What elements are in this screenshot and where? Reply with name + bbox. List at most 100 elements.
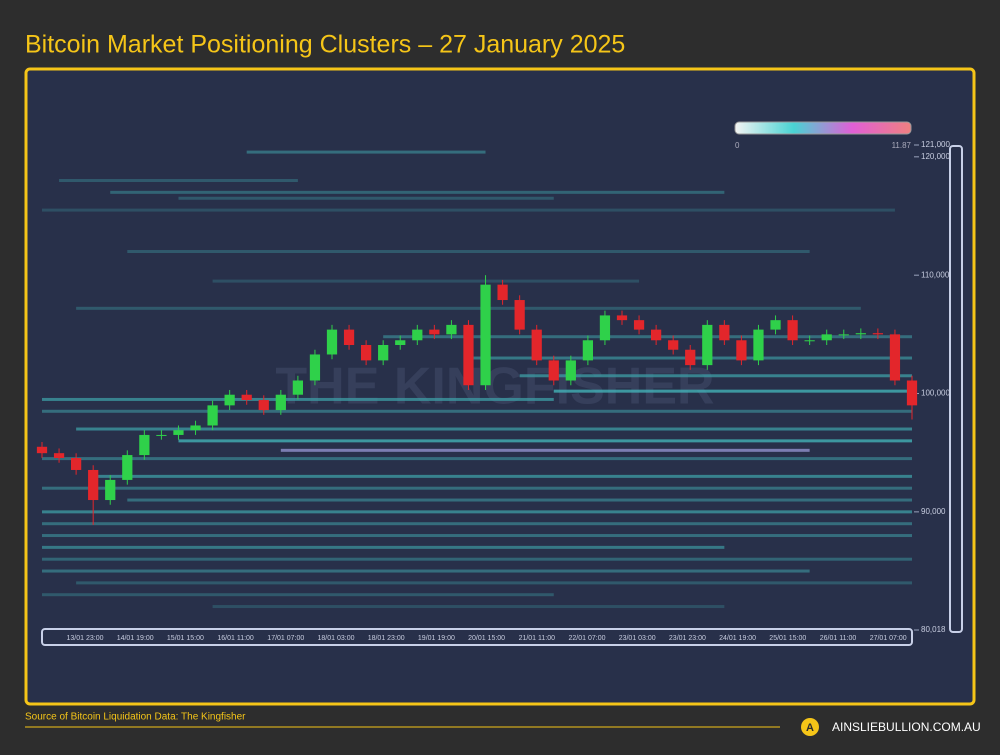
candle-body bbox=[633, 320, 645, 330]
candle-body bbox=[241, 394, 252, 401]
candle-body bbox=[719, 324, 730, 341]
candle-body bbox=[36, 446, 48, 454]
brand-logo bbox=[801, 718, 819, 736]
candle-body bbox=[651, 329, 662, 341]
brand: AINSLIEBULLION.COM.AU bbox=[832, 720, 981, 734]
candle-body bbox=[889, 334, 901, 381]
y-tick-label: 80,018 bbox=[921, 625, 946, 634]
brand-logo-letter: A bbox=[806, 722, 814, 734]
candle-body bbox=[582, 340, 593, 361]
candle-body bbox=[463, 324, 474, 386]
x-tick-label: 18/01 23:00 bbox=[368, 635, 405, 642]
cluster-band bbox=[127, 250, 810, 254]
candle-body bbox=[326, 329, 338, 355]
cluster-band bbox=[178, 196, 554, 200]
candle-body bbox=[702, 324, 713, 366]
candle-body bbox=[855, 333, 866, 335]
candle-body bbox=[275, 394, 286, 411]
x-tick-label: 20/01 15:00 bbox=[468, 635, 505, 642]
candle-body bbox=[378, 345, 389, 361]
candle-body bbox=[190, 425, 201, 431]
candle-body bbox=[412, 329, 423, 341]
candle-body bbox=[531, 329, 542, 361]
cluster-band bbox=[212, 605, 725, 609]
cluster-band bbox=[42, 510, 912, 514]
x-tick-label: 17/01 07:00 bbox=[267, 635, 304, 642]
y-tick-label: 121,000 bbox=[921, 140, 950, 149]
candle-body bbox=[309, 354, 321, 381]
x-tick-label: 14/01 19:00 bbox=[117, 635, 154, 642]
candle-body bbox=[173, 430, 184, 435]
cluster-band bbox=[42, 545, 725, 549]
candle-body bbox=[514, 300, 525, 330]
candle-body bbox=[821, 334, 832, 341]
cluster-band bbox=[42, 534, 912, 538]
candle-body bbox=[548, 360, 559, 381]
candle-body bbox=[105, 479, 116, 501]
watermark: THE KINGFISHER bbox=[275, 358, 714, 416]
candle-body bbox=[71, 458, 82, 470]
cluster-band bbox=[42, 486, 912, 490]
cluster-band bbox=[110, 190, 725, 194]
cluster-band bbox=[76, 306, 861, 310]
cluster-band bbox=[280, 448, 810, 452]
candle-body bbox=[224, 394, 235, 406]
candle-body bbox=[53, 453, 65, 459]
cluster-band bbox=[76, 581, 912, 585]
candle-body bbox=[139, 434, 150, 456]
candle-body bbox=[343, 329, 355, 346]
x-tick-label: 16/01 11:00 bbox=[217, 635, 254, 642]
x-tick-label: 21/01 11:00 bbox=[519, 635, 556, 642]
cluster-band bbox=[59, 179, 298, 183]
candle-body bbox=[565, 360, 576, 381]
y-tick-label: 100,000 bbox=[921, 389, 950, 398]
x-tick-label: 18/01 03:00 bbox=[318, 635, 355, 642]
candle-body bbox=[770, 320, 781, 330]
x-tick-label: 13/01 23:00 bbox=[67, 635, 104, 642]
candle-body bbox=[668, 340, 679, 350]
colorbar-max: 11.87 bbox=[892, 141, 912, 150]
x-scrollbar bbox=[41, 628, 913, 646]
x-tick-label: 22/01 07:00 bbox=[569, 635, 606, 642]
candle-body bbox=[599, 315, 611, 341]
candle-body bbox=[292, 380, 303, 395]
candle-body bbox=[122, 455, 133, 480]
cluster-band bbox=[553, 389, 912, 393]
candle-body bbox=[616, 315, 628, 321]
cluster-band bbox=[42, 522, 912, 526]
cluster-band bbox=[93, 474, 913, 478]
y-tick-label: 90,000 bbox=[921, 507, 946, 516]
candle-body bbox=[787, 320, 798, 341]
cluster-band bbox=[42, 557, 912, 561]
x-tick-label: 27/01 07:00 bbox=[870, 635, 907, 642]
cluster-band bbox=[383, 335, 912, 339]
candle-body bbox=[497, 284, 508, 301]
candle-body bbox=[429, 329, 440, 335]
colorbar bbox=[734, 121, 912, 135]
colorbar-min: 0 bbox=[735, 141, 740, 150]
cluster-band bbox=[519, 374, 912, 378]
candle-body bbox=[736, 340, 747, 361]
cluster-band bbox=[42, 208, 895, 212]
cluster-band bbox=[42, 593, 554, 597]
x-tick-label: 25/01 15:00 bbox=[769, 635, 806, 642]
y-scrollbar bbox=[949, 145, 963, 633]
x-tick-label: 23/01 03:00 bbox=[619, 635, 656, 642]
chart-frame bbox=[24, 67, 976, 706]
cluster-band bbox=[178, 439, 912, 443]
x-tick-label: 15/01 15:00 bbox=[167, 635, 204, 642]
candle-body bbox=[361, 345, 372, 361]
candle-body bbox=[258, 400, 269, 411]
plot bbox=[36, 144, 919, 631]
x-tick-label: 26/01 11:00 bbox=[820, 635, 857, 642]
cluster-band bbox=[42, 457, 912, 461]
cluster-band bbox=[76, 427, 912, 431]
source: Source of Bitcoin Liquidation Data: The … bbox=[25, 712, 246, 723]
title: Bitcoin Market Positioning Clusters – 27… bbox=[25, 31, 625, 59]
cluster-band bbox=[127, 498, 912, 502]
y-tick-label: 110,000 bbox=[921, 270, 950, 279]
candle-body bbox=[872, 333, 883, 335]
x-tick-label: 24/01 19:00 bbox=[719, 635, 756, 642]
x-tick-label: 19/01 19:00 bbox=[418, 635, 455, 642]
